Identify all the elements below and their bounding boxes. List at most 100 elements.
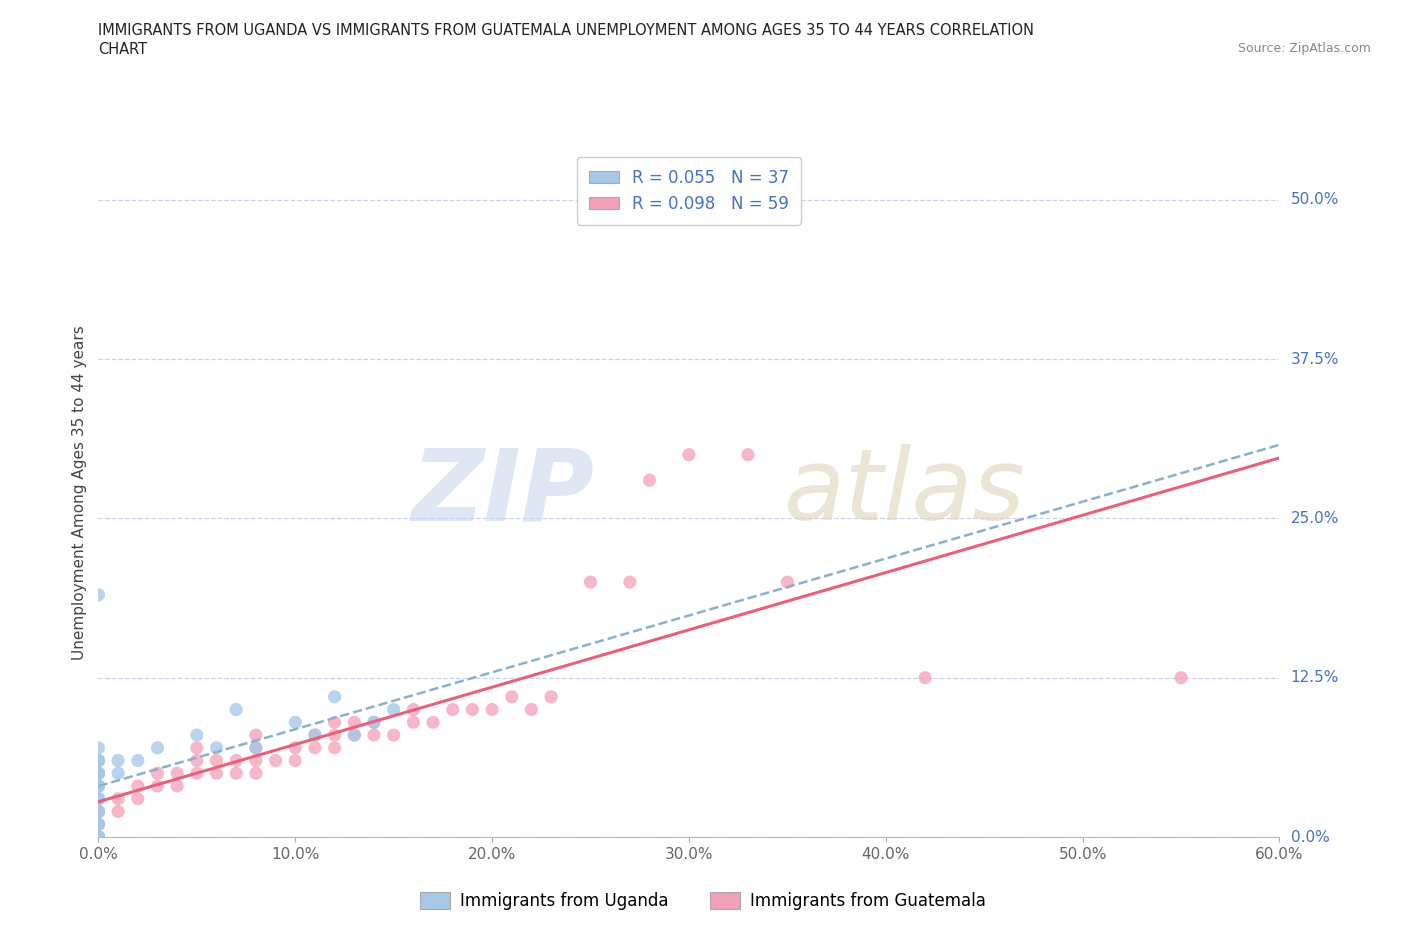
Point [304, 727, 326, 742]
Point [461, 702, 484, 717]
Point [205, 753, 228, 768]
Point [1170, 671, 1192, 685]
Point [304, 727, 326, 742]
Point [225, 753, 247, 768]
Point [87, 817, 110, 831]
Point [87, 830, 110, 844]
Point [343, 727, 366, 742]
Point [127, 753, 149, 768]
Point [205, 740, 228, 755]
Text: 50.0%: 50.0% [1291, 193, 1339, 207]
Point [87, 830, 110, 844]
Point [186, 753, 208, 768]
Point [343, 727, 366, 742]
Point [127, 778, 149, 793]
Point [284, 753, 307, 768]
Text: CHART: CHART [98, 42, 148, 57]
Point [87, 753, 110, 768]
Point [87, 791, 110, 806]
Y-axis label: Unemployment Among Ages 35 to 44 years: Unemployment Among Ages 35 to 44 years [72, 326, 87, 660]
Point [146, 778, 169, 793]
Text: Source: ZipAtlas.com: Source: ZipAtlas.com [1237, 42, 1371, 55]
Point [737, 447, 759, 462]
Point [146, 765, 169, 780]
Point [343, 715, 366, 730]
Point [87, 830, 110, 844]
Point [520, 702, 543, 717]
Point [146, 740, 169, 755]
Point [245, 765, 267, 780]
Point [186, 740, 208, 755]
Point [402, 702, 425, 717]
Point [87, 804, 110, 819]
Point [186, 765, 208, 780]
Text: atlas: atlas [783, 445, 1025, 541]
Point [481, 702, 503, 717]
Point [304, 740, 326, 755]
Point [323, 689, 346, 704]
Point [87, 753, 110, 768]
Point [107, 765, 129, 780]
Point [245, 740, 267, 755]
Point [579, 575, 602, 590]
Point [166, 778, 188, 793]
Point [87, 765, 110, 780]
Point [205, 765, 228, 780]
Legend: Immigrants from Uganda, Immigrants from Guatemala: Immigrants from Uganda, Immigrants from … [413, 885, 993, 917]
Point [87, 765, 110, 780]
Text: 25.0%: 25.0% [1291, 511, 1339, 525]
Point [678, 447, 700, 462]
Point [87, 804, 110, 819]
Point [87, 740, 110, 755]
Point [127, 791, 149, 806]
Point [87, 753, 110, 768]
Point [363, 715, 385, 730]
Text: 12.5%: 12.5% [1291, 671, 1339, 685]
Point [107, 791, 129, 806]
Point [402, 715, 425, 730]
Point [87, 778, 110, 793]
Text: 0.0%: 0.0% [1291, 830, 1329, 844]
Point [107, 753, 129, 768]
Point [382, 727, 405, 742]
Point [87, 830, 110, 844]
Point [382, 702, 405, 717]
Point [186, 727, 208, 742]
Point [363, 727, 385, 742]
Point [87, 765, 110, 780]
Point [914, 671, 936, 685]
Point [87, 791, 110, 806]
Text: IMMIGRANTS FROM UGANDA VS IMMIGRANTS FROM GUATEMALA UNEMPLOYMENT AMONG AGES 35 T: IMMIGRANTS FROM UGANDA VS IMMIGRANTS FRO… [98, 23, 1035, 38]
Point [87, 753, 110, 768]
Point [87, 830, 110, 844]
Point [87, 804, 110, 819]
Legend: R = 0.055   N = 37, R = 0.098   N = 59: R = 0.055 N = 37, R = 0.098 N = 59 [576, 157, 801, 225]
Point [323, 740, 346, 755]
Point [87, 817, 110, 831]
Point [441, 702, 464, 717]
Point [87, 804, 110, 819]
Text: ZIP: ZIP [412, 445, 595, 541]
Point [87, 588, 110, 603]
Text: 37.5%: 37.5% [1291, 352, 1339, 366]
Point [501, 689, 523, 704]
Point [245, 740, 267, 755]
Point [87, 830, 110, 844]
Point [323, 715, 346, 730]
Point [87, 791, 110, 806]
Point [540, 689, 562, 704]
Point [284, 740, 307, 755]
Point [264, 753, 287, 768]
Point [107, 804, 129, 819]
Point [323, 727, 346, 742]
Point [166, 765, 188, 780]
Point [87, 778, 110, 793]
Point [87, 830, 110, 844]
Point [87, 830, 110, 844]
Point [87, 765, 110, 780]
Point [422, 715, 444, 730]
Point [619, 575, 641, 590]
Point [363, 715, 385, 730]
Point [245, 727, 267, 742]
Point [87, 830, 110, 844]
